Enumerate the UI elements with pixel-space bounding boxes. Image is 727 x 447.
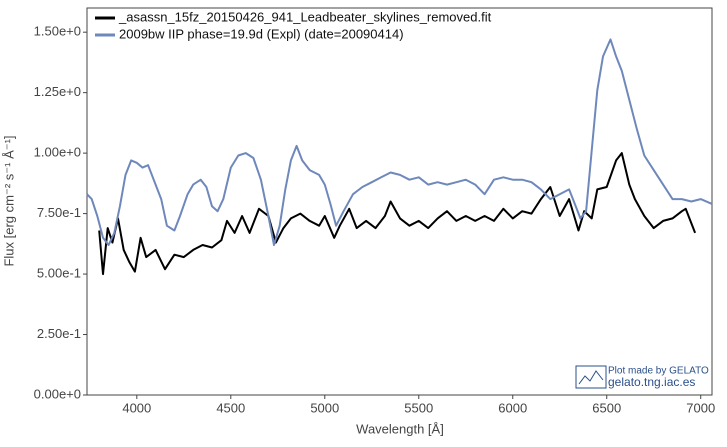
legend-label: 2009bw IIP phase=19.9d (Expl) (date=2009… bbox=[119, 26, 404, 41]
y-tick-label: 2.50e-1 bbox=[37, 326, 81, 341]
x-tick-label: 7000 bbox=[686, 400, 715, 415]
x-tick-label: 4500 bbox=[216, 400, 245, 415]
x-tick-label: 5000 bbox=[310, 400, 339, 415]
y-tick-label: 1.00e+0 bbox=[34, 145, 81, 160]
credit-text: Plot made by GELATO bbox=[608, 366, 709, 377]
legend-label: _asassn_15fz_20150426_941_Leadbeater_sky… bbox=[118, 9, 492, 24]
x-tick-label: 6000 bbox=[498, 400, 527, 415]
x-axis-label: Wavelength [Å] bbox=[356, 421, 444, 436]
logo-icon bbox=[578, 370, 604, 385]
y-tick-label: 1.50e+0 bbox=[34, 24, 81, 39]
spectrum-line bbox=[98, 152, 697, 276]
x-tick-label: 5500 bbox=[404, 400, 433, 415]
credit-url: gelato.tng.iac.es bbox=[608, 375, 695, 389]
credit-logo: Plot made by GELATO gelato.tng.iac.es bbox=[575, 365, 709, 389]
y-tick-label: 5.00e-1 bbox=[37, 266, 81, 281]
x-tick-label: 4000 bbox=[122, 400, 151, 415]
y-tick-label: 1.25e+0 bbox=[34, 84, 81, 99]
y-tick-label: 7.50e-1 bbox=[37, 205, 81, 220]
logo-box bbox=[575, 365, 607, 389]
spectrum-line bbox=[86, 38, 713, 246]
y-axis-label: Flux [erg cm⁻² s⁻¹ Å⁻¹] bbox=[1, 135, 16, 266]
x-tick-label: 6500 bbox=[592, 400, 621, 415]
y-tick-label: 0.00e+0 bbox=[34, 386, 81, 401]
plot-frame bbox=[86, 7, 713, 396]
